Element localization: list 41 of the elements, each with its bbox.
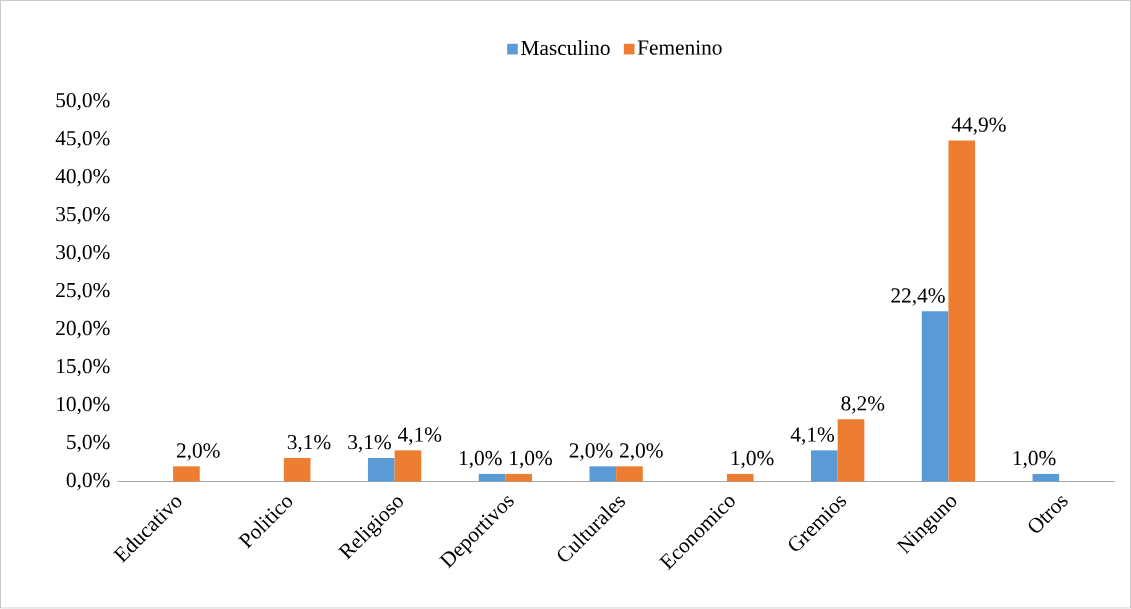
bar xyxy=(367,458,395,482)
bar xyxy=(616,466,643,482)
data-label: 3,1% xyxy=(287,435,331,453)
y-tick-label: 30,0% xyxy=(56,245,110,263)
bar xyxy=(837,419,865,482)
bar xyxy=(1032,474,1060,482)
bar xyxy=(283,458,311,482)
bar xyxy=(505,474,533,482)
data-label: 8,2% xyxy=(841,396,885,414)
bar xyxy=(726,474,754,482)
y-tick-label: 45,0% xyxy=(55,131,110,149)
bar xyxy=(589,466,617,482)
data-label: 2,0% xyxy=(569,443,613,461)
legend-label: Femenino xyxy=(637,40,722,56)
data-label: 1,0% xyxy=(510,451,552,469)
data-label: 1,0% xyxy=(459,451,502,469)
legend-label: Masculino xyxy=(521,40,610,56)
data-label: 1,0% xyxy=(1013,451,1056,469)
data-label: 22,4% xyxy=(891,288,945,306)
y-tick-label: 20,0% xyxy=(56,321,110,339)
bar xyxy=(478,474,506,482)
y-tick-label: 50,0% xyxy=(56,93,110,111)
bar xyxy=(394,450,422,482)
data-label: 4,1% xyxy=(790,427,835,446)
bar xyxy=(921,311,949,482)
y-tick-label: 40,0% xyxy=(55,169,110,187)
data-label: 3,1% xyxy=(348,435,391,453)
y-tick-label: 15,0% xyxy=(57,359,110,377)
y-tick-label: 35,0% xyxy=(56,207,110,225)
y-tick-label: 5,0% xyxy=(67,435,110,453)
bar xyxy=(811,450,838,482)
data-label: 44,9% xyxy=(951,117,1006,136)
y-tick-label: 10,0% xyxy=(57,397,110,415)
data-label: 1,0% xyxy=(731,451,774,469)
bar xyxy=(173,466,200,482)
y-tick-label: 0,0% xyxy=(66,473,110,491)
y-tick-label: 25,0% xyxy=(56,283,110,301)
data-label: 2,0% xyxy=(620,443,663,461)
data-label: 2,0% xyxy=(176,443,220,461)
bar xyxy=(948,140,976,482)
data-label: 4,1% xyxy=(397,427,442,446)
